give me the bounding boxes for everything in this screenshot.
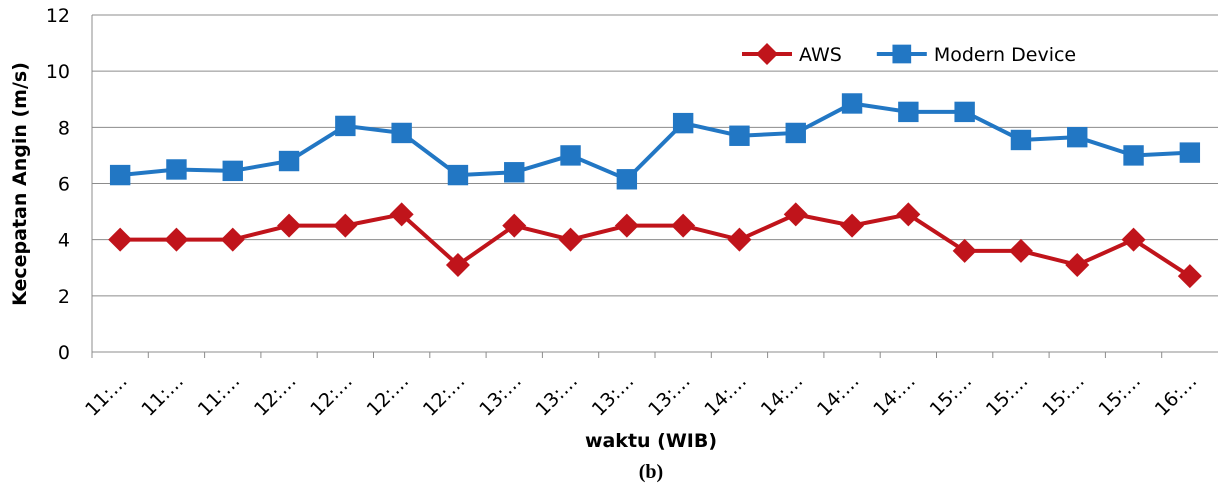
x-tick-label: 15:…	[1094, 370, 1145, 421]
marker	[447, 164, 469, 186]
marker	[1008, 238, 1033, 263]
marker	[898, 101, 919, 123]
marker	[333, 213, 358, 238]
marker	[783, 202, 808, 227]
y-tick-label: 10	[46, 61, 70, 83]
marker	[560, 145, 581, 166]
marker	[952, 238, 977, 263]
marker	[164, 227, 189, 252]
x-tick-label: 13:…	[588, 370, 639, 421]
marker	[222, 160, 243, 182]
marker	[278, 150, 300, 172]
marker	[335, 115, 356, 137]
marker	[220, 227, 245, 252]
x-tick-label: 14:…	[869, 370, 920, 421]
marker	[1067, 126, 1088, 148]
marker	[672, 112, 694, 134]
marker	[892, 44, 912, 64]
caption: (b)	[639, 461, 663, 483]
marker	[389, 202, 414, 227]
y-tick-label: 0	[58, 342, 70, 364]
marker	[391, 122, 412, 144]
x-tick-label: 11:…	[81, 370, 132, 421]
marker	[108, 227, 133, 252]
legend-label: Modern Device	[934, 44, 1076, 66]
x-tick-label: 12:…	[419, 370, 470, 421]
legend-label: AWS	[799, 44, 842, 66]
marker	[1065, 252, 1090, 277]
x-tick-label: 14:…	[813, 370, 864, 421]
y-tick-label: 2	[58, 286, 70, 308]
marker	[277, 213, 302, 238]
marker	[502, 213, 527, 238]
x-tick-label: 13:…	[475, 370, 526, 421]
marker	[504, 162, 525, 183]
marker	[729, 125, 750, 146]
x-tick-label: 16:…	[1151, 370, 1202, 421]
x-axis-label: waktu (WIB)	[585, 430, 717, 452]
marker	[558, 227, 583, 252]
marker	[445, 252, 470, 277]
marker	[614, 213, 639, 238]
marker	[954, 101, 975, 123]
y-tick-label: 4	[58, 230, 70, 252]
x-tick-label: 14:…	[757, 370, 808, 421]
marker	[1010, 129, 1032, 151]
marker	[1179, 142, 1201, 163]
marker	[727, 227, 752, 252]
x-tick-label: 14:…	[700, 370, 751, 421]
x-tick-label: 12:…	[306, 370, 357, 421]
y-axis-label: Kecepatan Angin (m/s)	[9, 62, 31, 306]
marker	[1177, 264, 1202, 289]
x-tick-label: 11:…	[194, 370, 245, 421]
x-tick-label: 13:…	[531, 370, 582, 421]
marker	[785, 122, 806, 144]
marker	[841, 93, 863, 114]
x-tick-label: 12:…	[250, 370, 301, 421]
y-tick-label: 8	[58, 117, 70, 139]
y-tick-label: 6	[58, 174, 70, 196]
x-tick-label: 15:…	[926, 370, 977, 421]
marker	[1123, 145, 1144, 166]
x-tick-label: 11:…	[137, 370, 188, 421]
marker	[756, 43, 778, 65]
marker	[166, 159, 187, 180]
marker	[109, 164, 131, 186]
marker	[616, 169, 638, 190]
x-tick-label: 15:…	[1038, 370, 1089, 421]
marker	[1121, 227, 1146, 252]
x-tick-label: 15:…	[982, 370, 1033, 421]
marker	[671, 213, 696, 238]
y-tick-label: 12	[46, 5, 70, 27]
marker	[840, 213, 865, 238]
x-tick-label: 12:…	[363, 370, 414, 421]
x-tick-label: 13:…	[644, 370, 695, 421]
marker	[896, 202, 921, 227]
